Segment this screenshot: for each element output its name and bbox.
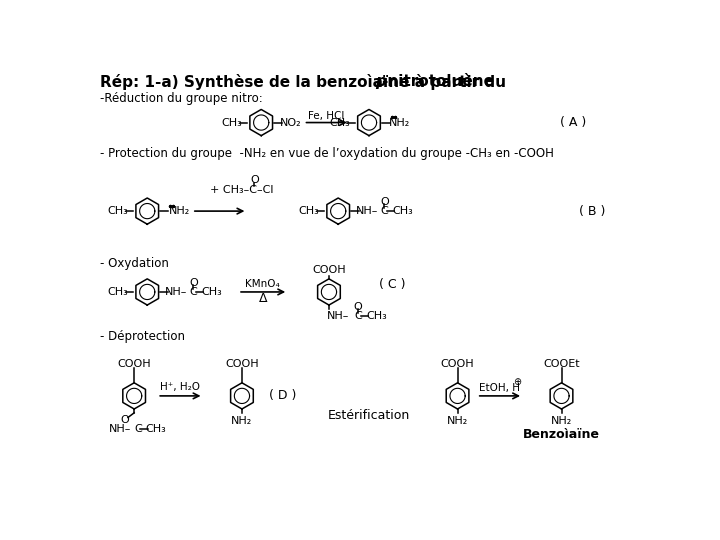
Text: CH₃: CH₃	[222, 118, 243, 127]
Text: NH–: NH–	[327, 311, 349, 321]
Text: -nitrotoluène: -nitrotoluène	[382, 74, 495, 89]
Text: COOH: COOH	[441, 359, 474, 369]
Text: NH–: NH–	[109, 424, 132, 434]
Text: Δ: Δ	[258, 292, 267, 306]
Text: O: O	[380, 197, 389, 207]
Text: Estérification: Estérification	[328, 409, 410, 422]
Text: NH–: NH–	[356, 206, 378, 216]
Text: NH–: NH–	[165, 287, 187, 297]
Text: CH₃: CH₃	[202, 287, 222, 297]
Text: NH₂: NH₂	[169, 206, 190, 216]
Text: p: p	[375, 74, 386, 89]
Text: NH₂: NH₂	[551, 416, 572, 426]
Text: CH₃: CH₃	[145, 424, 166, 434]
Text: NH₂: NH₂	[447, 416, 468, 426]
Text: + CH₃–C–Cl: + CH₃–C–Cl	[210, 185, 274, 194]
Text: C: C	[134, 424, 142, 434]
Text: CH₃: CH₃	[392, 206, 413, 216]
Text: CH₃: CH₃	[366, 311, 387, 321]
Text: Fe, HCl: Fe, HCl	[308, 111, 345, 120]
Text: C: C	[354, 311, 362, 321]
Text: ⊕: ⊕	[513, 377, 522, 387]
Text: COOH: COOH	[117, 359, 151, 369]
Text: KMnO₄: KMnO₄	[246, 279, 280, 289]
Text: - Oxydation: - Oxydation	[99, 257, 168, 271]
Text: Rép: 1-a) Synthèse de la benzoìaïne à partir du: Rép: 1-a) Synthèse de la benzoìaïne à pa…	[99, 74, 510, 90]
Text: H⁺, H₂O: H⁺, H₂O	[161, 382, 200, 392]
Text: NH₂: NH₂	[231, 416, 253, 426]
Text: O: O	[120, 415, 130, 425]
Text: ( B ): ( B )	[579, 205, 606, 218]
Text: Benzoìaïne: Benzoìaïne	[523, 428, 600, 441]
Text: ( A ): ( A )	[560, 116, 586, 129]
Text: C: C	[381, 206, 388, 216]
Text: CH₃: CH₃	[329, 118, 350, 127]
Text: NO₂: NO₂	[279, 118, 301, 127]
Text: - Déprotection: - Déprotection	[99, 330, 184, 343]
Text: ( C ): ( C )	[379, 278, 405, 291]
Text: CH₃: CH₃	[107, 287, 128, 297]
Text: EtOH, H: EtOH, H	[480, 383, 521, 393]
Text: COOH: COOH	[225, 359, 258, 369]
Text: CH₃: CH₃	[107, 206, 128, 216]
Text: CH₃: CH₃	[299, 206, 319, 216]
Text: O: O	[354, 301, 363, 312]
Text: O: O	[189, 278, 198, 288]
Text: - Protection du groupe  -NH₂ en vue de l’oxydation du groupe -CH₃ en -COOH: - Protection du groupe -NH₂ en vue de l’…	[99, 147, 554, 160]
Text: -Réduction du groupe nitro:: -Réduction du groupe nitro:	[99, 92, 262, 105]
Text: C: C	[189, 287, 197, 297]
Text: COOEt: COOEt	[543, 359, 580, 369]
Text: ( D ): ( D )	[269, 389, 297, 402]
Text: O: O	[250, 176, 258, 185]
Text: COOH: COOH	[312, 265, 346, 275]
Text: NH₂: NH₂	[390, 118, 410, 127]
